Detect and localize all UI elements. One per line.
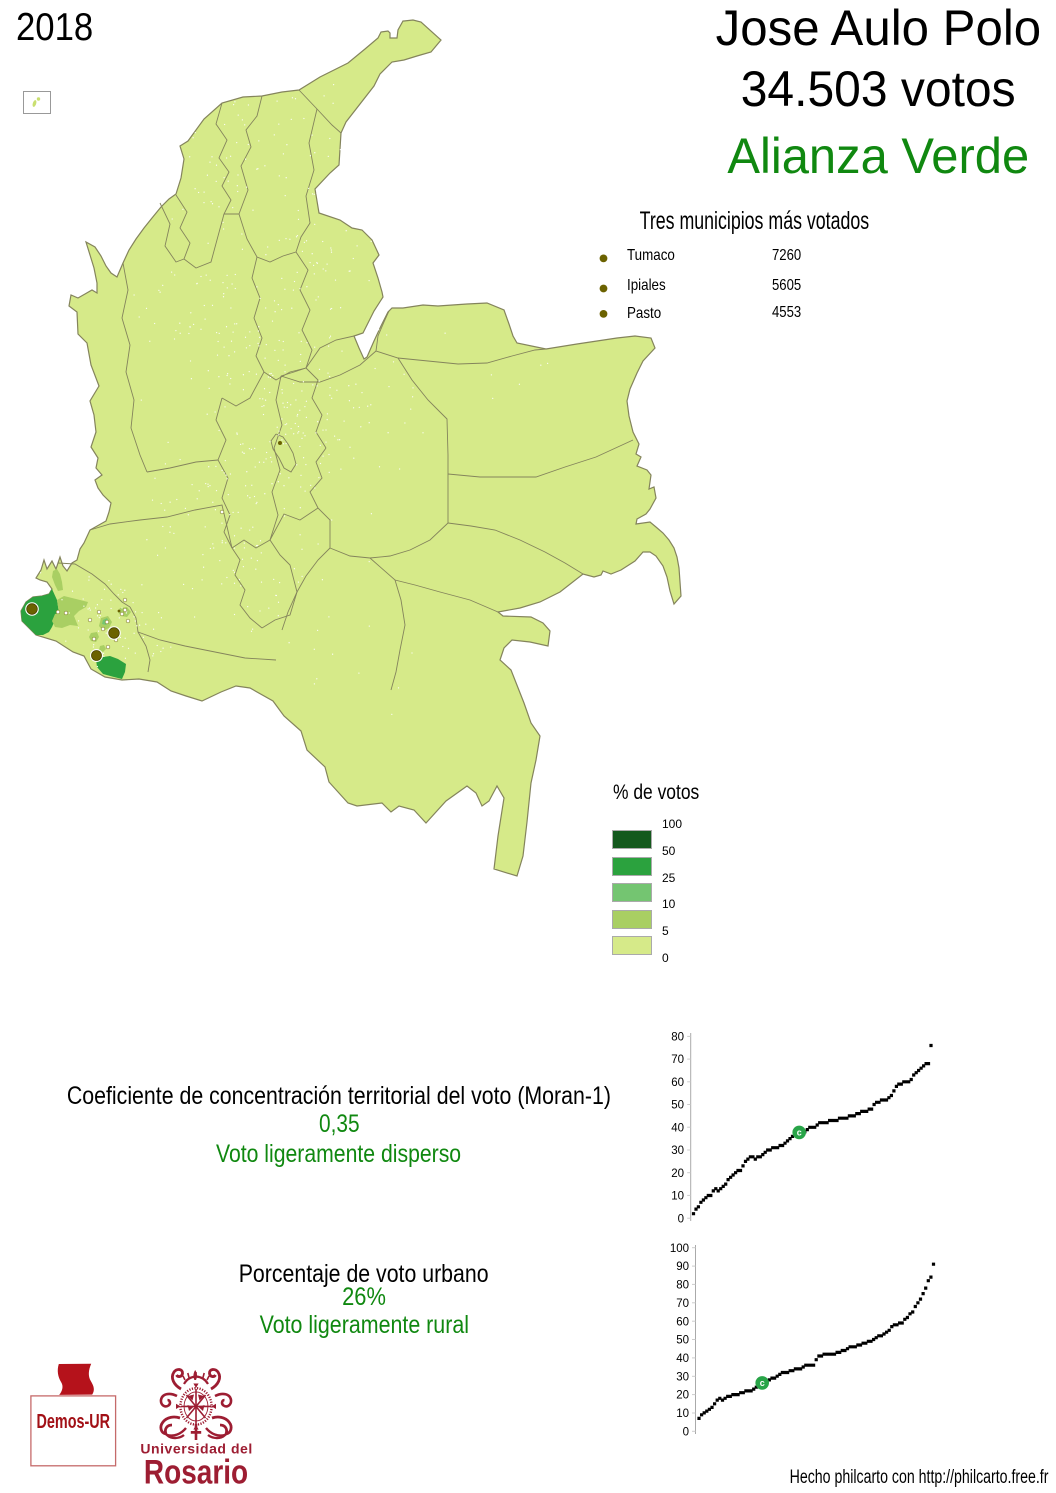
svg-text:40: 40	[671, 1122, 684, 1134]
svg-text:50: 50	[676, 1335, 689, 1347]
svg-text:Demos-UR: Demos-UR	[37, 1410, 111, 1433]
svg-text:0: 0	[678, 1213, 684, 1225]
svg-text:0: 0	[683, 1426, 689, 1438]
svg-text:80: 80	[676, 1280, 689, 1292]
svg-text:30: 30	[671, 1145, 684, 1157]
svg-text:10: 10	[671, 1191, 684, 1203]
svg-text:50: 50	[671, 1100, 684, 1112]
svg-text:60: 60	[676, 1316, 689, 1328]
svg-text:Rosario: Rosario	[144, 1453, 248, 1491]
svg-text:100: 100	[670, 1243, 689, 1255]
svg-text:80: 80	[671, 1032, 684, 1044]
svg-text:10: 10	[676, 1408, 689, 1420]
svg-text:30: 30	[676, 1371, 689, 1383]
svg-text:Universidad del: Universidad del	[140, 1441, 253, 1457]
svg-text:c: c	[760, 1378, 765, 1388]
svg-text:90: 90	[676, 1261, 689, 1273]
svg-text:60: 60	[671, 1077, 684, 1089]
svg-text:70: 70	[676, 1298, 689, 1310]
svg-text:40: 40	[676, 1353, 689, 1365]
svg-text:70: 70	[671, 1054, 684, 1066]
svg-text:20: 20	[671, 1168, 684, 1180]
svg-text:20: 20	[676, 1390, 689, 1402]
svg-text:c: c	[797, 1128, 802, 1138]
